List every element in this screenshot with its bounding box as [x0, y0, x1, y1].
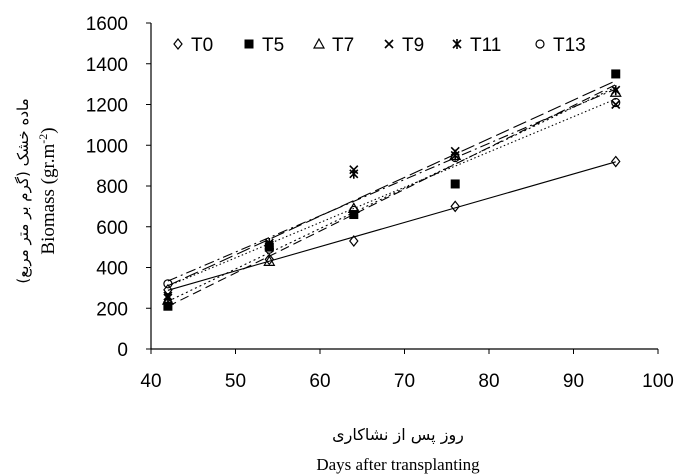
tick-labels: 40 50 60 70 80 90 1000200400600800100012001400…: [86, 14, 674, 392]
x-tick-label: 70: [394, 371, 415, 392]
y-tick-label: 200: [96, 299, 128, 320]
point-t9: [611, 99, 621, 110]
trend-line-t9: [167, 88, 616, 282]
legend-item-t11: T11: [452, 35, 501, 56]
trend-lines: [167, 80, 616, 307]
point-t11: [163, 293, 173, 304]
point-t0: [349, 235, 359, 247]
trend-line-t0: [167, 161, 616, 291]
y-tick-label: 1600: [86, 14, 128, 35]
legend: T0 T5 T7 T9 T11 T13: [173, 35, 586, 56]
point-t0: [264, 253, 275, 266]
point-t5: [611, 69, 621, 79]
point-t13: [450, 152, 460, 163]
legend-marker-t9: [384, 39, 394, 49]
point-t0: [610, 155, 621, 168]
legend-marker-t11: [452, 39, 462, 49]
legend-item-t5: T5: [244, 35, 284, 56]
x-tick-label: 80: [478, 371, 499, 392]
y-tick-label: 1200: [86, 96, 128, 117]
legend-marker-t13: [535, 39, 545, 49]
trend-line-t11: [167, 80, 616, 287]
legend-marker-t5: [244, 39, 254, 49]
data-points: [161, 69, 622, 311]
legend-item-t9: T9: [384, 35, 424, 56]
y-tick-label: 800: [96, 177, 128, 198]
point-t7: [263, 255, 276, 266]
point-t0: [450, 200, 460, 213]
legend-item-t7: T7: [312, 35, 354, 56]
y-tick-label: 0: [117, 340, 128, 361]
legend-label: T5: [262, 35, 284, 56]
y-tick-label: 1000: [86, 136, 128, 157]
point-t11: [349, 168, 359, 179]
point-t13: [163, 279, 173, 289]
y-tick-label: 400: [96, 259, 128, 280]
x-tick-label: 100: [642, 371, 674, 392]
legend-label: T7: [332, 35, 354, 56]
x-tick-label: 40: [140, 371, 161, 392]
x-axis-label: Days after transplanting: [316, 455, 480, 474]
y-axis-label-persian: ماده خشک (گرم بر متر مربع): [14, 98, 32, 283]
legend-marker-t7: [312, 37, 326, 49]
y-tick-label: 600: [96, 218, 128, 239]
x-tick-label: 50: [225, 371, 246, 392]
x-tick-label: 90: [563, 371, 584, 392]
point-t11: [450, 150, 460, 161]
trend-line-t13: [167, 98, 616, 287]
y-tick-label: 1400: [86, 55, 128, 76]
point-t7: [347, 202, 360, 214]
x-axis-label-persian: روز پس از نشاکاری: [332, 425, 464, 445]
axes: [146, 22, 659, 354]
point-t5: [450, 179, 460, 189]
y-axis-label: Biomass (gr.m-2): [36, 127, 59, 254]
legend-marker-t0: [173, 38, 183, 50]
legend-item-t0: T0: [173, 35, 213, 56]
legend-item-t13: T13: [535, 35, 586, 56]
trend-line-t7: [167, 86, 616, 302]
legend-label: T13: [553, 35, 586, 56]
point-t13: [611, 97, 621, 108]
point-t5: [163, 301, 173, 311]
legend-label: T9: [402, 35, 424, 56]
point-t11: [611, 85, 621, 96]
legend-label: T11: [470, 35, 501, 56]
point-t13: [264, 244, 274, 254]
x-tick-label: 60: [309, 371, 330, 392]
point-t13: [349, 205, 359, 216]
legend-label: T0: [191, 35, 213, 56]
